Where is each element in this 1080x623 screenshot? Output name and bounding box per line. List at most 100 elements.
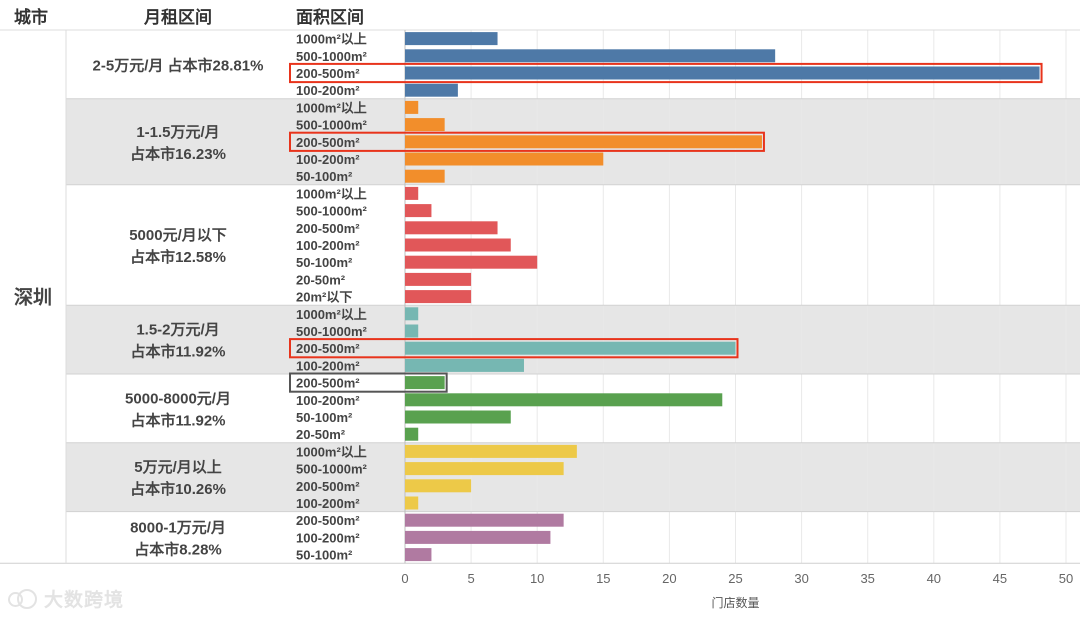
bar	[405, 255, 538, 269]
category-label: 50-100m²	[296, 169, 353, 184]
bar	[405, 376, 445, 390]
x-tick-label: 25	[728, 571, 742, 586]
group-label: 5000-8000元/月	[125, 390, 231, 407]
x-axis-title: 门店数量	[711, 595, 759, 610]
category-label: 200-500m²	[296, 513, 360, 528]
category-label: 500-1000m²	[296, 204, 367, 219]
header-area: 面积区间	[296, 7, 364, 27]
bar	[405, 272, 472, 286]
x-tick-label: 15	[596, 571, 610, 586]
highlight-box	[289, 131, 765, 152]
x-tick-label: 20	[662, 571, 676, 586]
bar	[405, 204, 432, 218]
group-label: 8000-1万元/月	[130, 519, 226, 536]
bar	[405, 548, 432, 562]
bar	[405, 135, 762, 149]
bar	[405, 32, 498, 46]
category-label: 100-200m²	[296, 83, 360, 98]
x-tick-label: 30	[794, 571, 808, 586]
bar	[405, 479, 472, 493]
x-tick-label: 40	[927, 571, 941, 586]
bar	[405, 307, 419, 321]
bar	[405, 462, 564, 476]
category-label: 50-100m²	[296, 548, 353, 563]
bar	[405, 358, 524, 372]
bar	[405, 221, 498, 235]
category-label: 500-1000m²	[296, 49, 367, 64]
category-label: 200-500m²	[296, 479, 360, 494]
watermark: 大数跨境	[8, 585, 124, 612]
group-label: 占本市10.26%	[130, 480, 226, 498]
group-label: 2-5万元/月 占本市28.81%	[93, 56, 264, 74]
category-label: 200-500m²	[296, 221, 360, 236]
bar	[405, 169, 445, 183]
bar	[405, 186, 419, 200]
category-label: 200-500m²	[296, 135, 360, 150]
bar	[405, 290, 472, 304]
category-label: 500-1000m²	[296, 462, 367, 477]
bar	[405, 49, 776, 63]
category-label: 1000m²以上	[296, 186, 367, 201]
bar	[405, 100, 419, 114]
watermark-logo-icon	[8, 588, 38, 610]
category-label: 200-500m²	[296, 66, 360, 81]
city-label: 深圳	[14, 286, 52, 309]
bar	[405, 496, 419, 510]
category-label: 50-100m²	[296, 410, 353, 425]
category-label: 20-50m²	[296, 427, 346, 442]
x-tick-label: 45	[993, 571, 1007, 586]
group-label: 占本市8.28%	[134, 540, 222, 558]
category-label: 500-1000m²	[296, 324, 367, 339]
group-label: 占本市11.92%	[130, 343, 225, 361]
group-label: 占本市11.92%	[130, 411, 225, 429]
category-label: 200-500m²	[296, 376, 360, 391]
bar	[405, 530, 551, 544]
group-label: 5000元/月以下	[129, 227, 227, 244]
category-label: 100-200m²	[296, 152, 360, 167]
bar	[405, 444, 577, 458]
x-tick-label: 5	[467, 571, 474, 586]
group-label: 占本市16.23%	[130, 145, 226, 163]
x-tick-label: 35	[860, 571, 874, 586]
group-label: 5万元/月以上	[134, 459, 222, 476]
group-label: 1-1.5万元/月	[136, 124, 219, 141]
x-tick-label: 0	[401, 571, 408, 586]
bar	[405, 83, 458, 97]
bar	[405, 66, 1040, 80]
bar	[405, 118, 445, 132]
category-label: 1000m²以上	[296, 32, 367, 47]
highlight-box	[289, 62, 1043, 84]
category-label: 200-500m²	[296, 341, 360, 356]
category-label: 100-200m²	[296, 358, 360, 373]
x-tick-label: 50	[1059, 571, 1073, 586]
bar	[405, 152, 604, 166]
category-label: 500-1000m²	[296, 118, 367, 133]
category-label: 20-50m²	[296, 272, 346, 287]
category-label: 1000m²以上	[296, 100, 367, 115]
bar	[405, 324, 419, 338]
watermark-text: 大数跨境	[44, 589, 125, 611]
category-label: 1000m²以上	[296, 444, 367, 459]
header-rent: 月租区间	[143, 7, 212, 27]
category-label: 50-100m²	[296, 255, 353, 270]
bar	[405, 393, 723, 407]
category-label: 100-200m²	[296, 496, 360, 511]
bar	[405, 341, 736, 355]
category-label: 100-200m²	[296, 393, 360, 408]
highlight-box	[289, 372, 448, 393]
category-label: 20m²以下	[296, 290, 352, 305]
header-city: 城市	[14, 7, 48, 27]
bar	[405, 427, 419, 441]
category-label: 100-200m²	[296, 530, 360, 545]
group-label: 占本市12.58%	[130, 248, 226, 266]
bar	[405, 513, 564, 527]
category-label: 100-200m²	[296, 238, 360, 253]
group-label: 1.5-2万元/月	[136, 322, 219, 339]
highlight-box	[289, 338, 739, 359]
x-tick-label: 10	[530, 571, 544, 586]
bar	[405, 238, 511, 252]
category-label: 1000m²以上	[296, 307, 367, 322]
bar	[405, 410, 511, 424]
